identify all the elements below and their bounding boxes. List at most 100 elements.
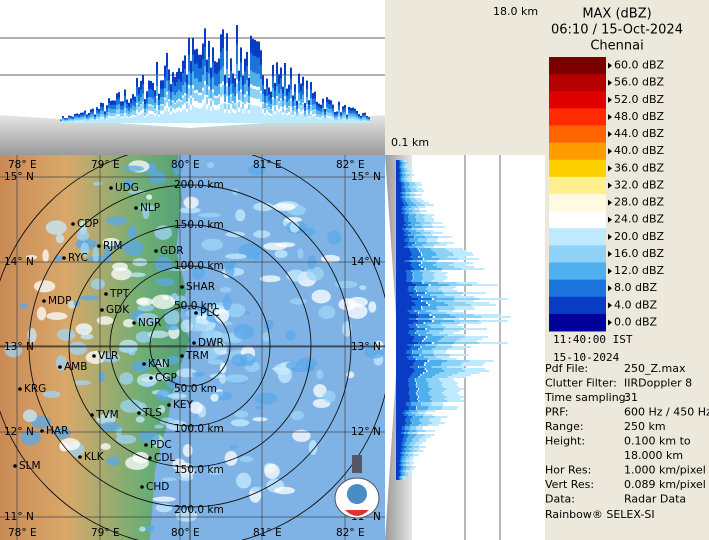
profile-echo bbox=[396, 400, 410, 402]
profile-echo bbox=[396, 364, 414, 366]
profile-echo bbox=[396, 300, 412, 302]
profile-echo bbox=[434, 344, 452, 346]
profile-echo bbox=[454, 258, 480, 260]
profile-echo bbox=[70, 120, 72, 123]
profile-echo bbox=[290, 111, 292, 123]
profile-echo bbox=[108, 117, 110, 123]
profile-echo bbox=[328, 99, 330, 107]
echo bbox=[274, 486, 295, 495]
profile-echo bbox=[423, 410, 436, 412]
profile-echo bbox=[318, 114, 320, 118]
right-profile bbox=[385, 155, 545, 540]
profile-echo bbox=[102, 103, 104, 109]
profile-echo bbox=[348, 115, 350, 119]
profile-echo bbox=[422, 218, 435, 220]
profile-echo bbox=[98, 114, 100, 118]
profile-echo bbox=[112, 113, 114, 117]
profile-echo bbox=[366, 120, 368, 123]
echo bbox=[207, 465, 224, 476]
profile-echo bbox=[405, 278, 413, 280]
profile-echo bbox=[408, 218, 417, 220]
profile-echo bbox=[396, 166, 400, 168]
profile-echo bbox=[449, 314, 474, 316]
profile-echo bbox=[414, 414, 424, 416]
profile-echo bbox=[408, 198, 416, 200]
profile-echo bbox=[308, 104, 310, 110]
profile-echo bbox=[396, 336, 415, 338]
profile-echo bbox=[84, 117, 86, 120]
profile-echo bbox=[196, 63, 198, 80]
profile-echo bbox=[416, 290, 429, 292]
profile-echo bbox=[405, 412, 412, 414]
profile-echo bbox=[244, 96, 246, 105]
profile-echo bbox=[116, 110, 118, 115]
profile-echo bbox=[248, 113, 250, 123]
profile-echo bbox=[322, 98, 324, 106]
profile-echo bbox=[403, 472, 408, 474]
profile-echo bbox=[419, 400, 432, 402]
profile-echo bbox=[396, 220, 405, 222]
profile-echo bbox=[280, 89, 282, 99]
profile-echo bbox=[396, 402, 406, 404]
profile-echo bbox=[356, 110, 358, 115]
profile-echo bbox=[252, 55, 254, 74]
top-profile bbox=[0, 0, 385, 155]
profile-echo bbox=[334, 112, 336, 116]
profile-echo bbox=[425, 242, 440, 244]
profile-echo bbox=[419, 222, 431, 224]
profile-echo bbox=[306, 80, 308, 92]
profile-echo bbox=[346, 114, 348, 118]
place-dot bbox=[148, 456, 152, 460]
profile-echo bbox=[401, 476, 406, 478]
profile-echo bbox=[250, 104, 252, 123]
profile-echo bbox=[196, 78, 198, 91]
echo bbox=[80, 295, 99, 301]
profile-echo bbox=[114, 100, 116, 107]
profile-echo bbox=[156, 61, 158, 78]
profile-echo bbox=[465, 360, 495, 362]
profile-echo bbox=[222, 66, 224, 82]
profile-echo bbox=[401, 470, 406, 472]
profile-echo bbox=[74, 115, 76, 119]
profile-echo bbox=[417, 398, 430, 400]
profile-echo bbox=[416, 284, 429, 286]
legend-arrow bbox=[608, 268, 612, 275]
profile-echo bbox=[412, 208, 420, 210]
profile-echo bbox=[246, 93, 248, 102]
profile-echo bbox=[402, 168, 408, 170]
lon-label: 81° E bbox=[253, 527, 282, 539]
legend-swatch bbox=[549, 279, 606, 298]
profile-echo bbox=[328, 108, 330, 113]
legend-label: 32.0 dBZ bbox=[614, 178, 665, 191]
profile-echo bbox=[242, 94, 244, 103]
legend-label: 4.0 dBZ bbox=[614, 298, 658, 311]
profile-echo bbox=[122, 113, 124, 117]
profile-echo bbox=[413, 356, 424, 358]
profile-echo bbox=[407, 384, 416, 386]
profile-echo bbox=[212, 92, 214, 101]
echo bbox=[219, 286, 232, 293]
place-dot bbox=[142, 362, 146, 366]
profile-echo bbox=[398, 178, 401, 180]
profile-echo bbox=[406, 276, 413, 278]
echo bbox=[68, 300, 76, 309]
profile-echo bbox=[180, 101, 182, 108]
profile-echo bbox=[150, 105, 152, 111]
profile-echo bbox=[214, 61, 216, 78]
profile-echo bbox=[408, 294, 418, 296]
profile-echo bbox=[348, 106, 350, 112]
profile-echo bbox=[292, 95, 294, 104]
profile-echo bbox=[268, 94, 270, 103]
profile-echo bbox=[94, 116, 96, 119]
profile-echo bbox=[401, 474, 405, 476]
profile-echo bbox=[419, 264, 433, 266]
profile-echo bbox=[418, 270, 431, 272]
profile-echo bbox=[423, 430, 435, 432]
profile-echo bbox=[426, 358, 442, 360]
profile-echo bbox=[130, 107, 132, 113]
profile-echo bbox=[82, 118, 84, 121]
profile-echo bbox=[404, 426, 411, 428]
profile-echo bbox=[334, 116, 336, 119]
profile-echo bbox=[401, 438, 407, 440]
profile-echo bbox=[146, 115, 148, 123]
